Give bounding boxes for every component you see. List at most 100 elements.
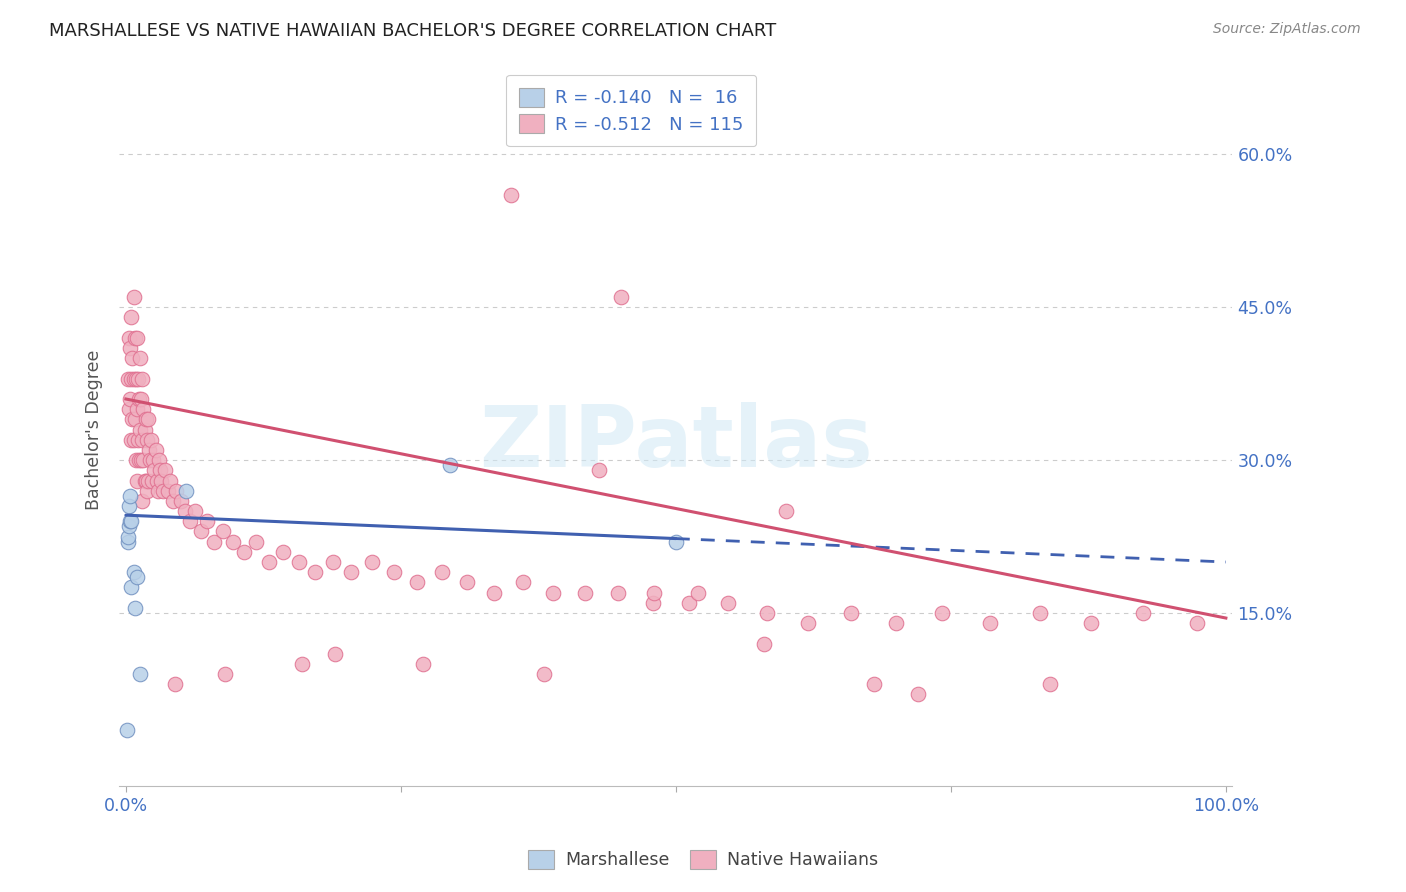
Point <box>678 596 700 610</box>
Point <box>134 423 156 437</box>
Point <box>775 504 797 518</box>
Point <box>141 474 163 488</box>
Point <box>176 483 198 498</box>
Point <box>135 433 157 447</box>
Point <box>174 504 197 518</box>
Point <box>129 453 152 467</box>
Point <box>131 371 153 385</box>
Point <box>170 494 193 508</box>
Point <box>340 565 363 579</box>
Point <box>135 412 157 426</box>
Point <box>115 723 138 738</box>
Point <box>120 310 142 325</box>
Point <box>132 453 155 467</box>
Point <box>117 371 139 385</box>
Point <box>120 489 142 503</box>
Point <box>149 463 172 477</box>
Point <box>665 534 688 549</box>
Point <box>141 433 163 447</box>
Point <box>931 606 953 620</box>
Point <box>118 519 141 533</box>
Point <box>117 534 139 549</box>
Point <box>202 534 225 549</box>
Point <box>120 581 142 595</box>
Point <box>134 474 156 488</box>
Point <box>124 600 146 615</box>
Point <box>686 585 709 599</box>
Point <box>641 596 664 610</box>
Point <box>132 402 155 417</box>
Point <box>121 412 143 426</box>
Point <box>118 499 141 513</box>
Point <box>120 514 142 528</box>
Text: Source: ZipAtlas.com: Source: ZipAtlas.com <box>1213 22 1361 37</box>
Point <box>121 351 143 366</box>
Point <box>128 392 150 406</box>
Point <box>304 565 326 579</box>
Point <box>287 555 309 569</box>
Point <box>291 657 314 671</box>
Legend: R = -0.140   N =  16, R = -0.512   N = 115: R = -0.140 N = 16, R = -0.512 N = 115 <box>506 75 756 146</box>
Point <box>606 585 628 599</box>
Point <box>145 442 167 457</box>
Point <box>138 442 160 457</box>
Point <box>125 371 148 385</box>
Point <box>145 474 167 488</box>
Point <box>129 423 152 437</box>
Point <box>574 585 596 599</box>
Point <box>122 565 145 579</box>
Point <box>1132 606 1154 620</box>
Point <box>129 351 152 366</box>
Point <box>125 331 148 345</box>
Point <box>131 494 153 508</box>
Point <box>148 453 170 467</box>
Point <box>756 606 779 620</box>
Point <box>221 534 243 549</box>
Point <box>136 412 159 426</box>
Point <box>1029 606 1052 620</box>
Point <box>135 474 157 488</box>
Point <box>839 606 862 620</box>
Point <box>142 453 165 467</box>
Point <box>155 463 177 477</box>
Point <box>439 458 461 473</box>
Point <box>118 402 141 417</box>
Point <box>127 433 149 447</box>
Point <box>610 290 633 304</box>
Point <box>135 483 157 498</box>
Point <box>271 545 294 559</box>
Point <box>122 371 145 385</box>
Point <box>406 575 429 590</box>
Point <box>122 290 145 304</box>
Point <box>257 555 280 569</box>
Point <box>245 534 267 549</box>
Point <box>195 514 218 528</box>
Point <box>125 453 148 467</box>
Point <box>430 565 453 579</box>
Point <box>125 570 148 584</box>
Point <box>117 529 139 543</box>
Point <box>884 616 907 631</box>
Point <box>165 677 187 691</box>
Point <box>456 575 478 590</box>
Point <box>125 474 148 488</box>
Point <box>184 504 207 518</box>
Point <box>120 341 142 355</box>
Point <box>1039 677 1062 691</box>
Point <box>179 514 201 528</box>
Point <box>211 524 233 539</box>
Text: MARSHALLESE VS NATIVE HAWAIIAN BACHELOR'S DEGREE CORRELATION CHART: MARSHALLESE VS NATIVE HAWAIIAN BACHELOR'… <box>49 22 776 40</box>
Point <box>122 433 145 447</box>
Point <box>129 667 152 681</box>
Point <box>588 463 610 477</box>
Point <box>214 667 236 681</box>
Y-axis label: Bachelor's Degree: Bachelor's Degree <box>86 350 103 509</box>
Point <box>131 433 153 447</box>
Point <box>127 371 149 385</box>
Point <box>533 667 555 681</box>
Point <box>156 483 179 498</box>
Point <box>120 514 142 528</box>
Point <box>512 575 534 590</box>
Point <box>484 585 506 599</box>
Point <box>232 545 254 559</box>
